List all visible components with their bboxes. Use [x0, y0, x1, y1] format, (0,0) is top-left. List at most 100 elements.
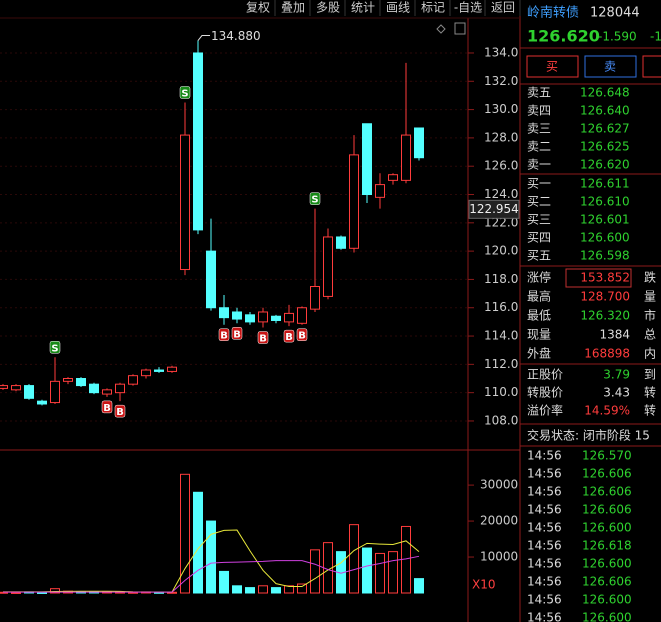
stat-label: 涨停	[527, 270, 551, 285]
candle-body	[310, 286, 320, 310]
y-tick-label: 108.0	[484, 413, 518, 427]
sell-button-label[interactable]: 卖	[604, 60, 616, 74]
high-pointer	[197, 35, 210, 41]
volume-ma10	[3, 555, 420, 593]
candle-body	[76, 378, 86, 387]
volume-bar	[375, 552, 385, 594]
candle-body	[128, 375, 138, 385]
candle-body	[63, 378, 73, 382]
trade-price: 126.606	[582, 485, 632, 499]
y-tick-label: 110.0	[484, 385, 518, 399]
trade-price: 126.606	[582, 503, 632, 517]
book-label: 卖五	[527, 86, 551, 100]
buy-button[interactable]	[526, 55, 579, 78]
y-tick-label: 126.0	[484, 159, 518, 173]
trade-time: 14:56	[527, 611, 562, 622]
book-label: 卖二	[527, 140, 551, 154]
volume-bar	[284, 585, 294, 594]
y-tick-label: 132.0	[484, 74, 518, 88]
candle-body	[297, 307, 307, 324]
signal-badge	[309, 192, 321, 205]
candle-body	[102, 389, 112, 395]
bond-label: 转股价	[527, 385, 563, 400]
candle-body	[414, 127, 424, 159]
toolbar-button[interactable]: 多股	[316, 1, 340, 15]
signal-label: S	[181, 89, 188, 100]
signal-label: B	[298, 331, 306, 342]
high-label: 134.880	[211, 29, 261, 43]
toolbar-button[interactable]: 统计	[351, 1, 375, 15]
bond-code: 128044	[590, 6, 640, 21]
volume-bar	[310, 549, 320, 594]
volume-bar	[11, 591, 21, 594]
volume-bar	[297, 583, 307, 594]
buy-button-label[interactable]: 买	[546, 60, 558, 74]
icon[interactable]	[454, 22, 466, 35]
y-tick-label: 128.0	[484, 130, 518, 144]
icon[interactable]	[436, 24, 446, 34]
volume-bar	[232, 585, 242, 594]
candle-body	[323, 236, 333, 297]
candle-body	[336, 236, 346, 249]
book-label: 买五	[527, 249, 551, 263]
trade-price: 126.606	[582, 467, 632, 481]
stat-label: 最高	[527, 289, 551, 304]
signal-badge	[49, 341, 61, 354]
volume-bar	[180, 473, 190, 594]
toolbar-button[interactable]: 复权	[246, 1, 270, 15]
volume-tick-label: 20000	[480, 514, 518, 528]
bond-label: 到	[644, 368, 656, 382]
trade-time: 14:56	[527, 539, 562, 553]
sell-button[interactable]	[584, 55, 637, 78]
trade-time: 14:56	[527, 503, 562, 517]
volume-bar	[271, 587, 281, 594]
volume-bar	[37, 591, 47, 594]
y-tick-label: 120.0	[484, 244, 518, 258]
trade-price: 126.600	[582, 521, 632, 535]
trade-price: 126.570	[582, 449, 632, 463]
signal-label: B	[103, 403, 111, 414]
stat-label: 跌	[644, 270, 656, 285]
candle-body	[180, 134, 190, 271]
toolbar-button[interactable]: 叠加	[281, 1, 305, 15]
y-tick-label: 118.0	[484, 272, 518, 286]
trade-time: 14:56	[527, 593, 562, 607]
y-tick-label: 130.0	[484, 102, 518, 116]
signal-label: B	[220, 331, 228, 342]
volume-bar	[388, 551, 398, 594]
signal-badge	[231, 327, 243, 340]
toolbar-button[interactable]: 画线	[386, 1, 410, 15]
signal-badge	[218, 328, 230, 341]
book-label: 买三	[527, 213, 551, 227]
toolbar-button[interactable]: 返回	[491, 1, 515, 15]
volume-bar	[193, 491, 203, 594]
stat-value: 1384	[599, 328, 630, 342]
volume-bar	[414, 578, 424, 594]
signal-label: B	[116, 407, 124, 418]
candle-body	[375, 184, 385, 198]
trade-time: 14:56	[527, 485, 562, 499]
book-price: 126.601	[580, 213, 630, 227]
candle-body	[193, 52, 203, 231]
y-tick-label: 134.0	[484, 45, 518, 59]
signal-badge	[101, 400, 113, 414]
toolbar-button[interactable]: 标记	[421, 1, 445, 15]
stat-label: 内	[644, 347, 656, 361]
volume-multiplier: X10	[472, 578, 496, 592]
button[interactable]	[642, 55, 661, 78]
toolbar-button[interactable]: -自选	[454, 1, 482, 15]
bond-label: 转	[644, 385, 656, 400]
stat-label: 外盘	[527, 346, 551, 361]
candle-body	[388, 174, 398, 181]
signal-badge	[257, 331, 269, 344]
trade-time: 14:56	[527, 467, 562, 481]
trade-status: 交易状态: 闭市阶段 15	[527, 428, 650, 443]
book-label: 卖一	[527, 158, 551, 172]
stat-label: 总	[644, 328, 656, 342]
candle-body	[0, 385, 8, 389]
bond-value: 3.79	[603, 368, 630, 382]
stat-value: 126.320	[580, 309, 630, 323]
